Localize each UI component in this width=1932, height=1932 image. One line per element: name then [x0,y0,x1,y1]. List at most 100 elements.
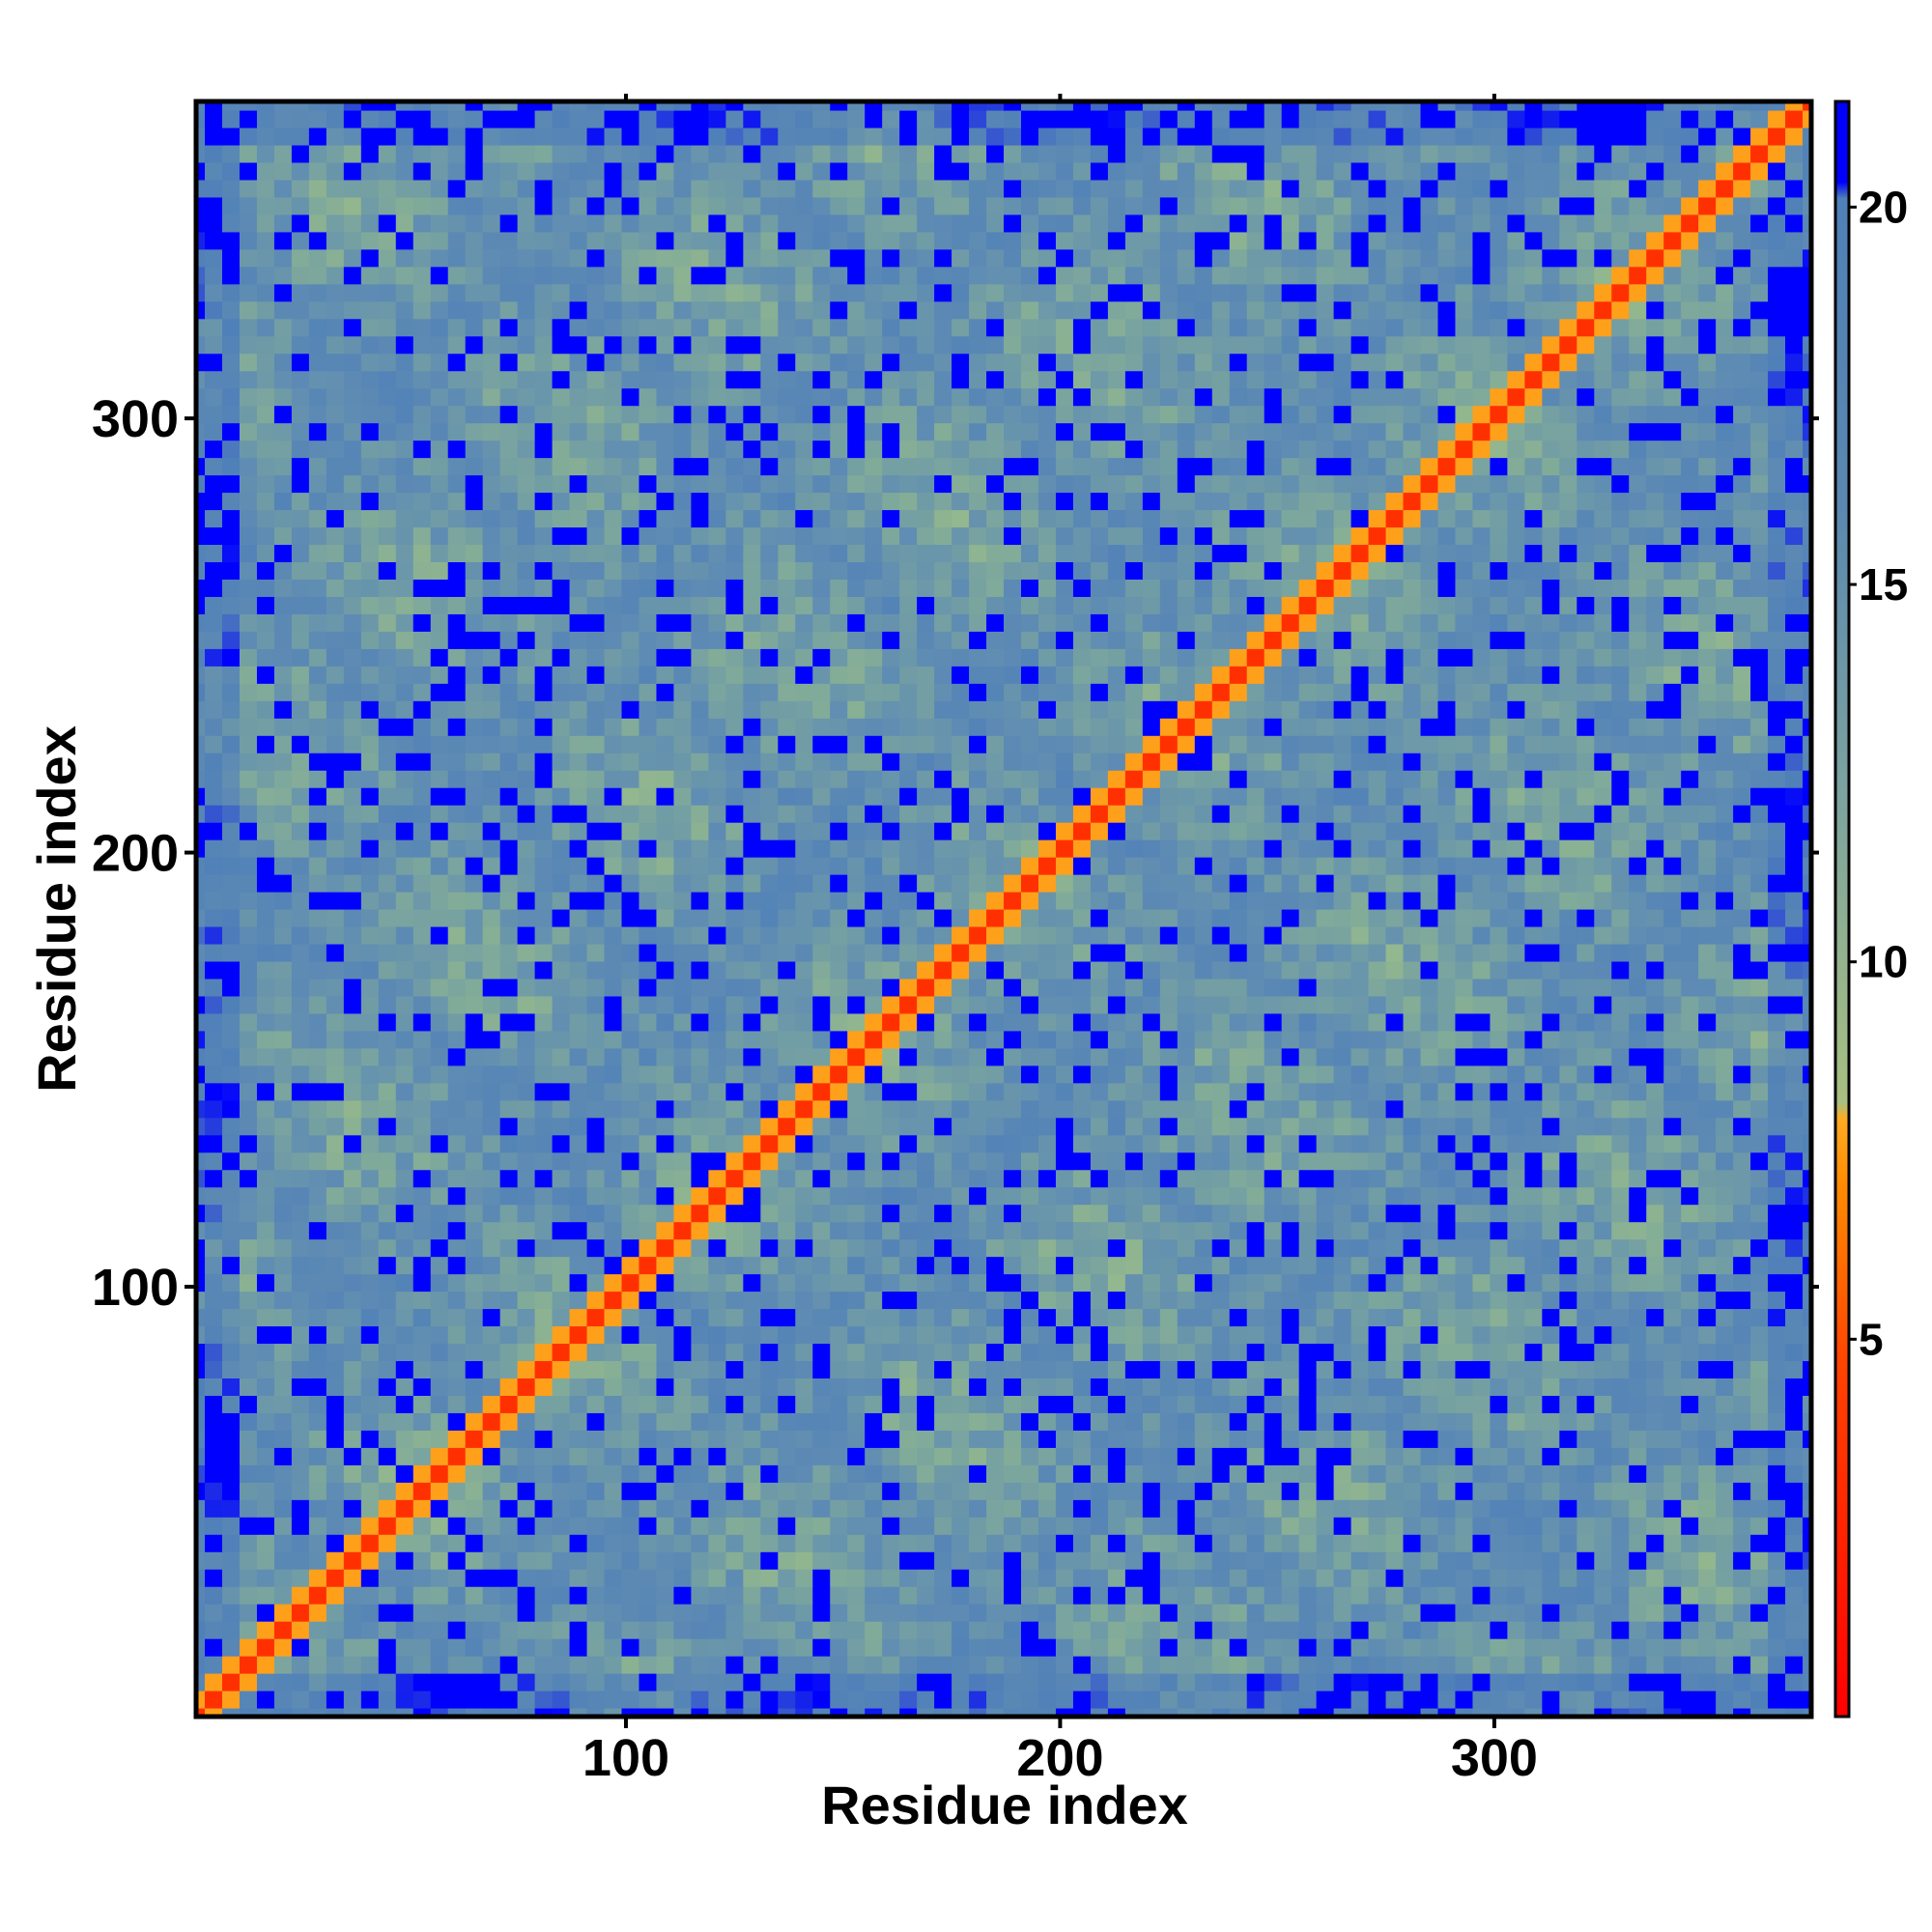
heatmap-cell [760,874,779,893]
heatmap-cell [917,1117,935,1136]
heatmap-cell [778,1551,796,1570]
heatmap-cell [395,874,414,893]
heatmap-cell [412,1343,432,1362]
heatmap-cell [205,943,223,962]
heatmap-cell [812,1273,831,1293]
heatmap-cell [795,1360,813,1378]
heatmap-cell [343,995,362,1014]
heatmap-cell [1629,1186,1647,1206]
heatmap-cell [447,1221,467,1240]
heatmap-cell [969,1673,987,1691]
heatmap-cell [256,822,275,840]
heatmap-cell [447,1378,467,1396]
heatmap-cell [430,1586,449,1605]
heatmap-cell [621,1065,640,1084]
heatmap-cell [778,1012,796,1032]
heatmap-cell [1142,822,1161,840]
heatmap-cell [1229,1047,1248,1066]
heatmap-cell [1159,857,1179,875]
heatmap-cell [1246,1482,1265,1500]
heatmap-cell [517,1586,536,1605]
heatmap-cell [586,1030,606,1049]
heatmap-cell [795,1291,813,1310]
heatmap-cell [1159,1117,1179,1136]
heatmap-cell [482,1256,501,1275]
heatmap-cell [725,926,744,945]
heatmap-cell [308,1569,327,1587]
heatmap-cell [778,1030,796,1049]
heatmap-cell [795,1656,813,1674]
heatmap-cell [1542,1656,1560,1674]
heatmap-cell [639,1586,658,1605]
heatmap-cell [830,839,848,858]
heatmap-cell [1333,1638,1352,1657]
heatmap-cell [760,1169,779,1188]
heatmap-cell [934,839,952,858]
heatmap-cell [1594,1412,1612,1431]
heatmap-cell [482,1586,501,1605]
heatmap-cell [326,1256,345,1275]
heatmap-cell [1768,892,1786,910]
heatmap-cell [1542,1273,1560,1293]
heatmap-cell [1021,874,1039,893]
heatmap-cell [812,1447,831,1465]
heatmap-cell [430,1186,449,1206]
heatmap-cell [412,995,432,1014]
heatmap-cell [1542,1464,1560,1483]
heatmap-cell [1298,1621,1318,1639]
heatmap-cell [1107,995,1126,1014]
heatmap-cell [899,1151,918,1171]
heatmap-cell [865,1638,883,1657]
heatmap-cell [604,874,623,893]
heatmap-cell [1107,1099,1126,1119]
heatmap-cell [326,839,345,858]
heatmap-cell [1055,1151,1074,1171]
heatmap-cell [899,1256,918,1275]
heatmap-cell [1142,1586,1161,1605]
heatmap-cell [482,1291,501,1310]
heatmap-cell [1594,1308,1612,1327]
heatmap-cell [691,1012,709,1032]
heatmap-cell [639,1134,658,1153]
heatmap-cell [1159,1221,1179,1240]
heatmap-cell [1681,1430,1699,1448]
heatmap-cell [830,1047,848,1066]
heatmap-cell [1177,1325,1196,1345]
heatmap-cell [1350,1656,1370,1674]
heatmap-cell [795,839,813,858]
heatmap-cell [1107,1151,1126,1171]
heatmap-cell [795,1482,813,1500]
heatmap-cell [378,1447,397,1465]
heatmap-cell [378,1134,397,1153]
heatmap-cell [917,1447,935,1465]
heatmap-cell [986,1151,1005,1171]
heatmap-cell [343,960,362,980]
heatmap-cell [1437,1134,1457,1153]
heatmap-cell [1559,926,1577,945]
heatmap-cell [743,1378,761,1396]
heatmap-cell [1350,1621,1370,1639]
heatmap-cell [1663,1256,1682,1275]
heatmap-cell [1037,1708,1057,1717]
heatmap-cell [256,1708,275,1717]
heatmap-cell [1472,1238,1491,1258]
heatmap-cell [847,1343,866,1362]
heatmap-cell [1107,1551,1126,1570]
heatmap-cell [639,1343,658,1362]
heatmap-cell [1177,1343,1196,1362]
heatmap-cell [725,857,744,875]
heatmap-cell [691,892,709,910]
heatmap-cell [499,1534,519,1552]
heatmap-cell [986,960,1005,980]
heatmap-cell [205,1586,223,1605]
heatmap-cell [1142,926,1161,945]
heatmap-cell [899,1499,918,1518]
heatmap-cell [1455,995,1473,1014]
heatmap-cell [1037,1482,1057,1500]
heatmap-cell [725,995,744,1014]
heatmap-cell [725,1221,744,1240]
heatmap-cell [639,1534,658,1552]
heatmap-cell [725,1430,744,1448]
heatmap-cell [1646,892,1664,910]
heatmap-cell [639,1638,658,1657]
